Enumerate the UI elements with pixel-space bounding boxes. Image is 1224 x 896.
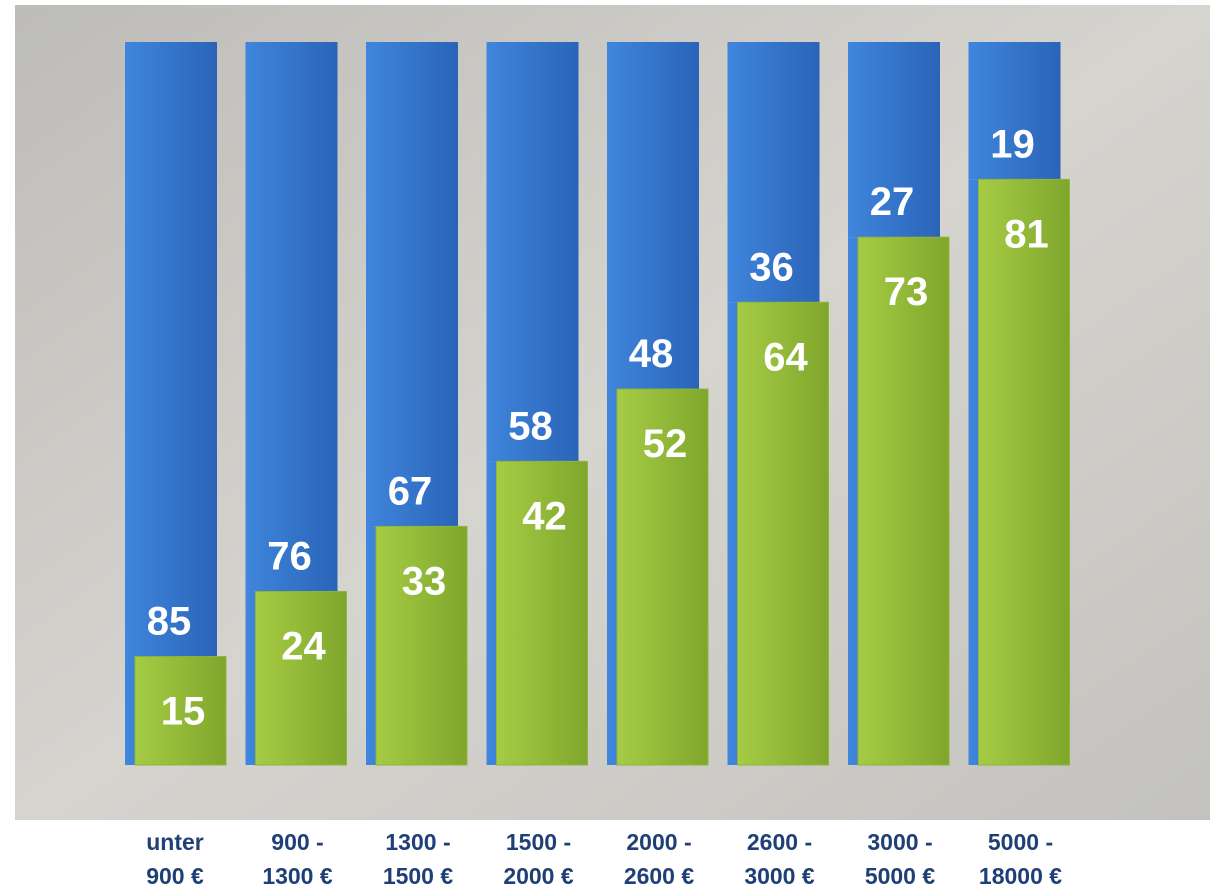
- bar: [968, 42, 1061, 180]
- data-label: 15: [161, 690, 206, 734]
- bar: [125, 42, 217, 657]
- bar: [366, 42, 458, 527]
- x-tick-label: 2600 -: [747, 829, 812, 855]
- bar: [375, 525, 468, 766]
- data-label: 76: [267, 534, 312, 578]
- bar: [607, 42, 699, 390]
- x-tick-label: 900 -: [271, 829, 323, 855]
- x-tick-label: unter: [146, 829, 204, 855]
- data-label: 81: [1004, 212, 1049, 256]
- x-tick-label: 900 €: [146, 863, 204, 889]
- bar: [255, 590, 347, 766]
- bar: [857, 236, 950, 766]
- bar: [978, 178, 1070, 766]
- data-label: 33: [402, 559, 447, 603]
- bar: [486, 42, 579, 462]
- x-tick-label: 5000 -: [988, 829, 1053, 855]
- data-label: 52: [643, 422, 688, 466]
- data-label: 24: [281, 624, 326, 668]
- data-label: 42: [522, 494, 567, 538]
- data-label: 19: [990, 122, 1035, 166]
- bar: [245, 42, 338, 592]
- data-label: 85: [147, 600, 192, 644]
- bar: [496, 460, 588, 766]
- data-label: 36: [749, 245, 794, 289]
- bar: [848, 42, 940, 238]
- bar: [737, 301, 829, 766]
- x-tick-label: 1300 -: [385, 829, 450, 855]
- x-tick-label: 1300 €: [262, 863, 333, 889]
- data-label: 73: [884, 270, 929, 314]
- x-tick-label: 18000 €: [979, 863, 1062, 889]
- data-label: 27: [870, 180, 915, 224]
- x-tick-label: 3000 €: [744, 863, 815, 889]
- data-label: 67: [388, 469, 433, 513]
- bar: [616, 388, 709, 766]
- data-label: 64: [763, 335, 808, 379]
- x-tick-label: 2600 €: [624, 863, 695, 889]
- bar: [134, 656, 227, 766]
- data-label: 48: [629, 332, 674, 376]
- x-tick-label: 3000 -: [867, 829, 932, 855]
- x-tick-label: 2000 -: [626, 829, 691, 855]
- x-tick-label: 1500 -: [506, 829, 571, 855]
- data-label: 58: [508, 404, 553, 448]
- x-tick-label: 5000 €: [865, 863, 936, 889]
- x-tick-label: 2000 €: [503, 863, 574, 889]
- bar: [727, 42, 820, 303]
- x-tick-label: 1500 €: [383, 863, 454, 889]
